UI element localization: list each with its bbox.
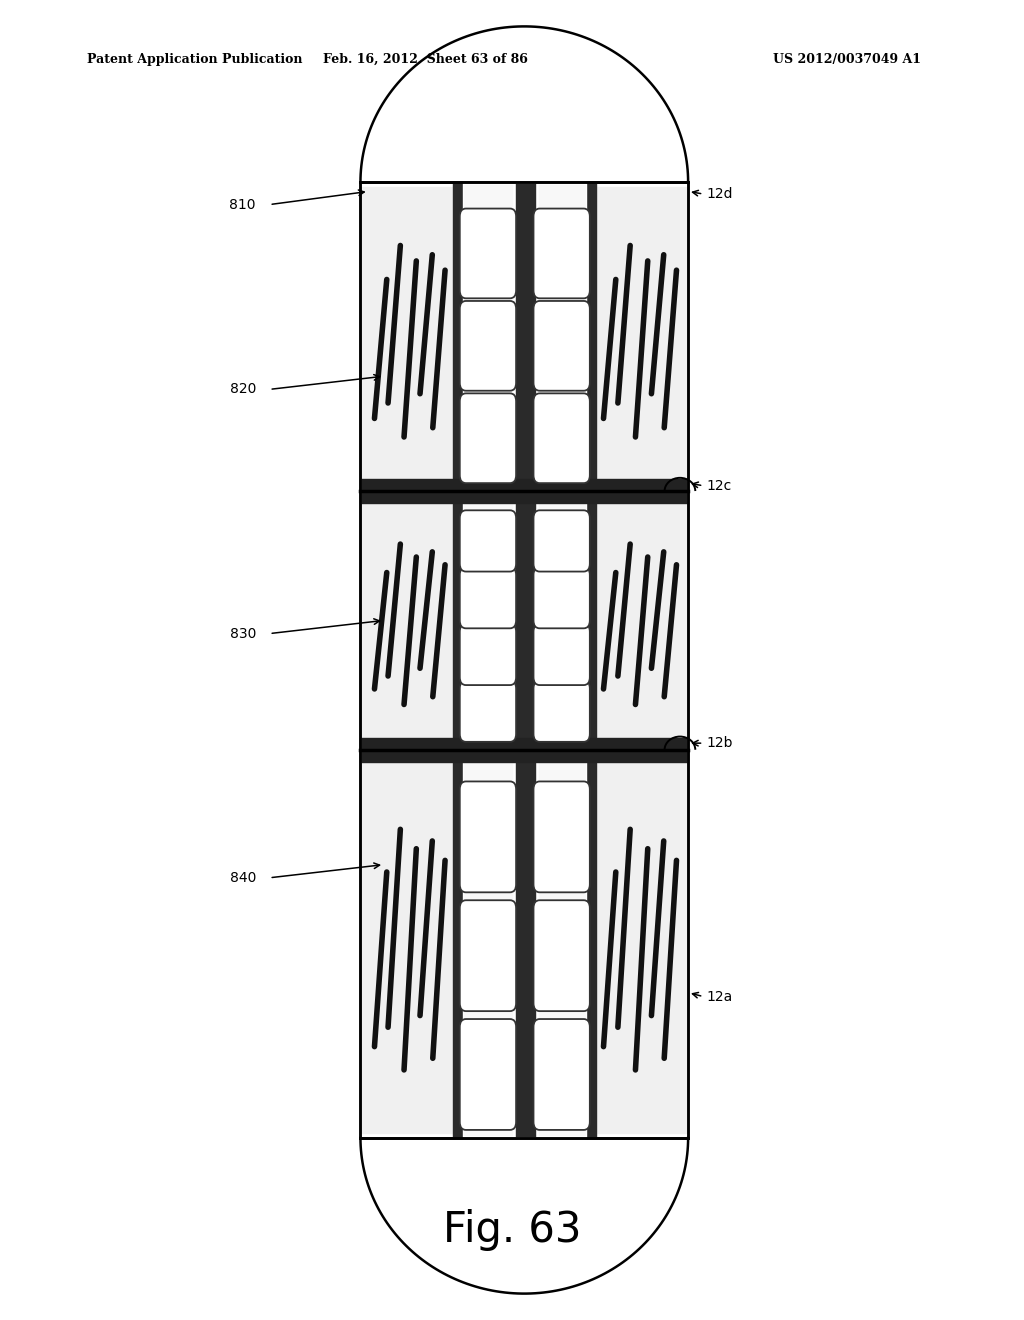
FancyBboxPatch shape [534,209,590,298]
Polygon shape [586,750,596,1138]
Text: 830: 830 [229,627,256,640]
Text: 12d: 12d [707,187,733,201]
FancyBboxPatch shape [460,1019,516,1130]
Polygon shape [516,491,535,750]
Polygon shape [360,26,688,182]
FancyBboxPatch shape [534,511,590,572]
Polygon shape [464,494,512,747]
FancyBboxPatch shape [534,393,590,483]
FancyBboxPatch shape [460,511,516,572]
Polygon shape [586,491,596,750]
Polygon shape [464,185,512,488]
Polygon shape [360,1138,688,1294]
Text: Feb. 16, 2012  Sheet 63 of 86: Feb. 16, 2012 Sheet 63 of 86 [323,53,527,66]
FancyBboxPatch shape [460,209,516,298]
Polygon shape [596,755,686,1133]
Polygon shape [516,750,535,1138]
Text: 820: 820 [229,383,256,396]
Polygon shape [453,182,463,491]
FancyBboxPatch shape [460,900,516,1011]
Polygon shape [360,479,688,503]
Polygon shape [539,185,585,488]
Polygon shape [596,187,686,486]
Polygon shape [360,182,688,1138]
FancyBboxPatch shape [460,624,516,685]
FancyBboxPatch shape [534,301,590,391]
Polygon shape [464,752,512,1135]
Text: US 2012/0037049 A1: US 2012/0037049 A1 [773,53,922,66]
Polygon shape [539,494,585,747]
Polygon shape [463,491,586,750]
Text: 12c: 12c [707,479,732,492]
Polygon shape [362,187,453,486]
FancyBboxPatch shape [460,568,516,628]
Polygon shape [362,496,453,744]
FancyBboxPatch shape [534,681,590,742]
FancyBboxPatch shape [534,900,590,1011]
Text: 12a: 12a [707,990,733,1003]
Polygon shape [463,750,586,1138]
Polygon shape [586,182,596,491]
FancyBboxPatch shape [534,1019,590,1130]
FancyBboxPatch shape [460,681,516,742]
FancyBboxPatch shape [460,781,516,892]
FancyBboxPatch shape [460,301,516,391]
Polygon shape [539,752,585,1135]
Polygon shape [362,755,453,1133]
Text: Patent Application Publication: Patent Application Publication [87,53,302,66]
Text: Fig. 63: Fig. 63 [442,1209,582,1251]
FancyBboxPatch shape [534,624,590,685]
Polygon shape [453,491,463,750]
Polygon shape [516,182,535,491]
FancyBboxPatch shape [534,781,590,892]
Polygon shape [360,738,688,762]
FancyBboxPatch shape [460,393,516,483]
Text: 12b: 12b [707,737,733,750]
Polygon shape [596,496,686,744]
Polygon shape [463,182,586,491]
Polygon shape [453,750,463,1138]
Text: 810: 810 [229,198,256,211]
FancyBboxPatch shape [534,568,590,628]
Text: 840: 840 [229,871,256,884]
